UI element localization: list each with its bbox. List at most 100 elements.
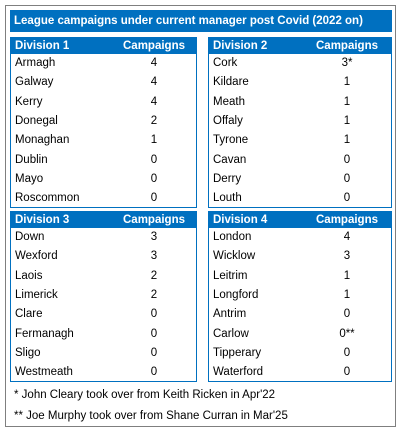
table-row: Derry 0 xyxy=(209,170,391,189)
county: Waterford xyxy=(213,366,264,379)
campaigns: 0 xyxy=(150,366,158,379)
county: Carlow xyxy=(213,327,249,340)
table-row: Clare 0 xyxy=(11,305,196,324)
campaigns: 2 xyxy=(150,269,158,282)
county: Monaghan xyxy=(15,134,70,147)
table-row: Fermanagh 0 xyxy=(11,325,196,344)
table-header: Division 3 Campaigns xyxy=(11,212,196,228)
header-cell: Division 2 xyxy=(213,40,268,52)
county: Tipperary xyxy=(213,346,262,359)
campaigns: 0 xyxy=(343,308,351,321)
county: Limerick xyxy=(15,288,58,301)
division-table: Division 3 Campaigns Down 3 Wexford 3 Laois 2 Li… xyxy=(10,211,197,383)
county: Wexford xyxy=(15,250,58,263)
county: Leitrim xyxy=(213,269,248,282)
header-cell: Division 3 xyxy=(15,214,70,226)
table-row: Wicklow 3 xyxy=(209,247,391,266)
county: Down xyxy=(15,231,45,243)
campaigns: 4 xyxy=(150,57,158,69)
county: Donegal xyxy=(15,114,58,127)
campaigns: 0 xyxy=(150,153,158,166)
county: Armagh xyxy=(15,57,56,69)
division-table: Division 1 Campaigns Armagh 4 Galway 4 Kerry 4 D… xyxy=(10,37,197,209)
table-row: Kildare 1 xyxy=(209,73,391,92)
county: Clare xyxy=(15,308,43,321)
footnote: ** Joe Murphy took over from Shane Curra… xyxy=(14,410,288,422)
campaigns: 0 xyxy=(343,192,351,205)
county: Westmeath xyxy=(15,366,73,379)
campaigns: 3 xyxy=(150,250,158,263)
table-row: Meath 1 xyxy=(209,93,391,112)
county: Fermanagh xyxy=(15,327,74,340)
table-row: Monaghan 1 xyxy=(11,131,196,150)
table-row: Cork 3* xyxy=(209,54,391,73)
header-cell: Division 4 xyxy=(213,214,268,226)
county: Antrim xyxy=(213,308,247,321)
table-row: Cavan 0 xyxy=(209,151,391,170)
campaigns: 0 xyxy=(150,192,158,205)
campaigns: 0** xyxy=(339,327,355,340)
county: Roscommon xyxy=(15,192,80,205)
campaigns: 0 xyxy=(343,346,351,359)
table-row: Louth 0 xyxy=(209,189,391,208)
table-row: Donegal 2 xyxy=(11,112,196,131)
county: Galway xyxy=(15,76,54,89)
campaigns: 0 xyxy=(343,366,351,379)
table-row: Kerry 4 xyxy=(11,93,196,112)
table-row: Antrim 0 xyxy=(209,305,391,324)
campaigns: 0 xyxy=(150,308,158,321)
campaigns: 0 xyxy=(150,327,158,340)
footnote: * John Cleary took over from Keith Ricke… xyxy=(14,389,276,401)
campaigns: 0 xyxy=(150,346,158,359)
county: Kildare xyxy=(213,76,249,89)
campaigns: 1 xyxy=(343,76,351,89)
table-header: Division 1 Campaigns xyxy=(11,38,196,54)
table-header: Division 4 Campaigns xyxy=(209,212,391,228)
county: Cork xyxy=(213,57,238,69)
campaigns: 3 xyxy=(150,231,158,243)
table-row: Offaly 1 xyxy=(209,112,391,131)
campaigns: 4 xyxy=(150,76,158,89)
header-cell: Campaigns xyxy=(123,40,185,52)
campaigns: 2 xyxy=(150,114,158,127)
county: Mayo xyxy=(15,172,44,185)
header-cell: Division 1 xyxy=(15,40,70,52)
header-cell: Campaigns xyxy=(316,40,378,52)
table-row: Westmeath 0 xyxy=(11,363,196,382)
campaigns: 2 xyxy=(150,288,158,301)
campaigns: 1 xyxy=(150,134,158,147)
county: Derry xyxy=(213,172,242,185)
campaigns: 1 xyxy=(343,114,351,127)
table-row: Dublin 0 xyxy=(11,151,196,170)
table-row: Mayo 0 xyxy=(11,170,196,189)
table-row: Waterford 0 xyxy=(209,363,391,382)
county: Longford xyxy=(213,288,259,301)
county: Meath xyxy=(213,95,245,108)
campaigns: 0 xyxy=(150,172,158,185)
campaigns: 1 xyxy=(343,134,351,147)
county: Dublin xyxy=(15,153,48,166)
header-cell: Campaigns xyxy=(123,214,185,226)
page xyxy=(5,5,396,427)
header-cell: Campaigns xyxy=(316,214,378,226)
title: League campaigns under current manager p… xyxy=(10,10,392,32)
table-row: Limerick 2 xyxy=(11,286,196,305)
table-row: Carlow 0** xyxy=(209,325,391,344)
campaigns: 1 xyxy=(343,288,351,301)
campaigns: 4 xyxy=(343,231,351,243)
county: Offaly xyxy=(213,114,243,127)
table-header: Division 2 Campaigns xyxy=(209,38,391,54)
campaigns: 3* xyxy=(341,57,353,69)
campaigns: 1 xyxy=(343,269,351,282)
campaigns: 4 xyxy=(150,95,158,108)
table-row: Leitrim 1 xyxy=(209,267,391,286)
table-row: Wexford 3 xyxy=(11,247,196,266)
table-row: Armagh 4 xyxy=(11,54,196,73)
county: Wicklow xyxy=(213,250,256,263)
table-row: Down 3 xyxy=(11,228,196,247)
county: Louth xyxy=(213,192,242,205)
table-row: Tyrone 1 xyxy=(209,131,391,150)
division-table: Division 2 Campaigns Cork 3* Kildare 1 Meath 1 O… xyxy=(208,37,392,209)
county: Sligo xyxy=(15,346,41,359)
table-row: Laois 2 xyxy=(11,267,196,286)
